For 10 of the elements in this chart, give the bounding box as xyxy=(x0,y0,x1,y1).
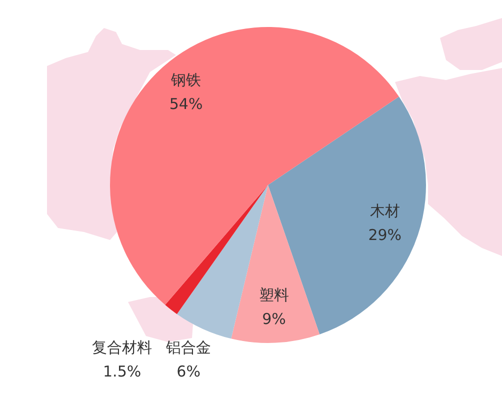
slice-label: 复合材料 xyxy=(92,338,152,357)
data-label: 6% xyxy=(176,362,200,381)
data-label: 9% xyxy=(262,310,286,328)
data-label: 29% xyxy=(368,226,402,244)
slice-label: 铝合金 xyxy=(165,338,212,357)
data-label: 1.5% xyxy=(102,362,142,381)
slice-label: 木材 xyxy=(370,202,400,220)
data-label: 54% xyxy=(169,94,203,113)
slice-label: 钢铁 xyxy=(170,70,202,89)
slice-label: 塑料 xyxy=(259,286,290,304)
